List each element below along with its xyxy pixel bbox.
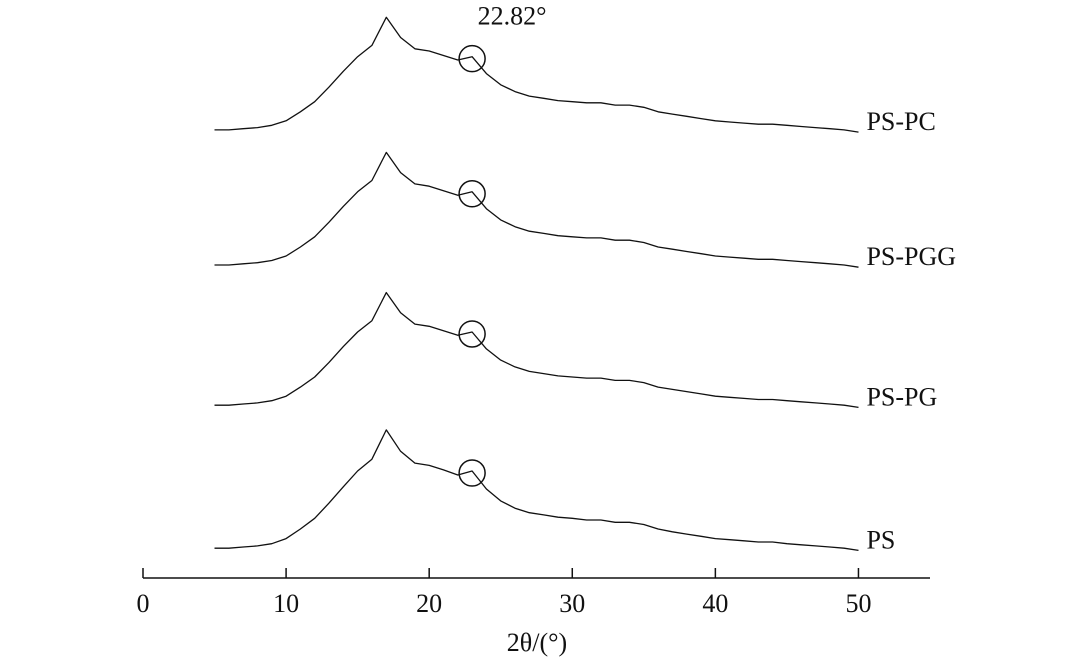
series-label: PS	[866, 525, 895, 554]
series-label: PS-PGG	[866, 242, 956, 271]
x-tick-label: 50	[845, 589, 871, 618]
annotation: 22.82°	[478, 2, 547, 31]
x-tick-label: 30	[559, 589, 585, 618]
x-axis-label: 2θ/(°)	[507, 628, 567, 657]
series-label: PS-PG	[866, 382, 937, 411]
peak-circle	[458, 180, 486, 208]
series-line	[214, 151, 859, 268]
series-line	[214, 291, 859, 409]
x-tick-label: 0	[137, 589, 150, 618]
peak-circle	[458, 44, 486, 73]
series-line	[214, 16, 859, 133]
series-line	[214, 429, 859, 552]
peak-circle	[458, 320, 486, 348]
peak-circle	[458, 459, 486, 487]
x-tick-label: 10	[273, 589, 299, 618]
series-label: PS-PC	[866, 107, 935, 136]
x-tick-label: 20	[416, 589, 442, 618]
x-tick-label: 40	[702, 589, 728, 618]
